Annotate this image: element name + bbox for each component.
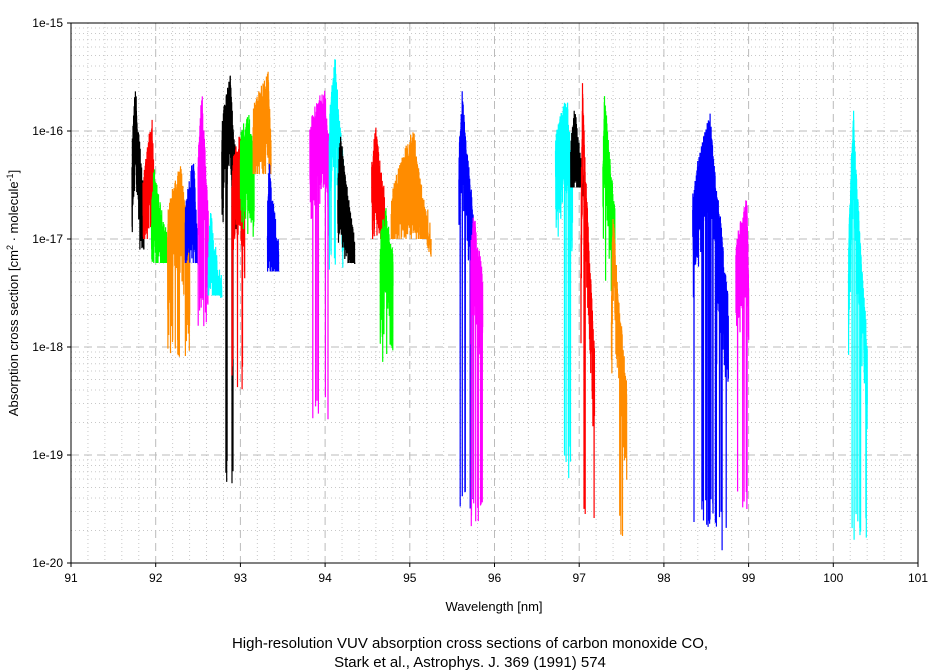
y-tick-label: 1e-20: [32, 556, 63, 570]
series-green-16: [379, 208, 394, 362]
series-blue-4: [184, 163, 199, 265]
y-tick-label: 1e-19: [32, 448, 63, 462]
x-tick-label: 94: [318, 571, 332, 585]
series-blue-25: [692, 113, 724, 527]
series-orange-3: [167, 166, 191, 357]
x-tick-label: 95: [403, 571, 417, 585]
series-orange-24: [610, 218, 628, 537]
tick-labels: 91 92 93 94 95 96 97 98 99 100 101 1e-20 1e-19 1e-18 1…: [32, 16, 928, 585]
x-tick-label: 93: [234, 571, 248, 585]
x-tick-label: 98: [657, 571, 671, 585]
series-cyan-6: [207, 212, 223, 299]
x-tick-label: 101: [908, 571, 928, 585]
series-magenta-5: [197, 96, 209, 327]
y-tick-label: 1e-15: [32, 16, 63, 30]
series-orange-17: [390, 132, 432, 257]
series-black-14: [337, 136, 356, 264]
series-cyan-28: [847, 110, 868, 540]
series-blue-26: [715, 214, 730, 551]
x-tick-label: 100: [823, 571, 843, 585]
series-magenta-12: [309, 90, 330, 420]
x-tick-label: 99: [742, 571, 756, 585]
y-axis-label: Absorption cross section [cm2 · molecule…: [5, 170, 21, 416]
chart-title-line-2: Stark et al., Astrophys. J. 369 (1991) 5…: [334, 654, 606, 671]
y-tick-label: 1e-17: [32, 232, 63, 246]
x-tick-label: 96: [488, 571, 502, 585]
series-green-2: [150, 169, 170, 264]
series-group: [131, 59, 868, 551]
series-red-15: [371, 127, 386, 240]
chart-title-line-1: High-resolution VUV absorption cross sec…: [231, 635, 709, 652]
x-axis-label: Wavelength [nm]: [445, 599, 542, 614]
series-red-22: [580, 83, 596, 519]
series-black-0: [131, 91, 145, 250]
x-tick-label: 91: [64, 571, 78, 585]
series-magenta-27: [735, 200, 750, 510]
y-tick-label: 1e-18: [32, 340, 63, 354]
x-tick-label: 97: [573, 571, 587, 585]
x-tick-label: 92: [149, 571, 163, 585]
series-orange-10: [252, 71, 272, 175]
y-tick-label: 1e-16: [32, 124, 63, 138]
series-blue-11: [266, 163, 280, 272]
series-green-9: [239, 114, 255, 237]
series-magenta-19: [470, 217, 484, 527]
series-cyan-20: [554, 102, 574, 479]
